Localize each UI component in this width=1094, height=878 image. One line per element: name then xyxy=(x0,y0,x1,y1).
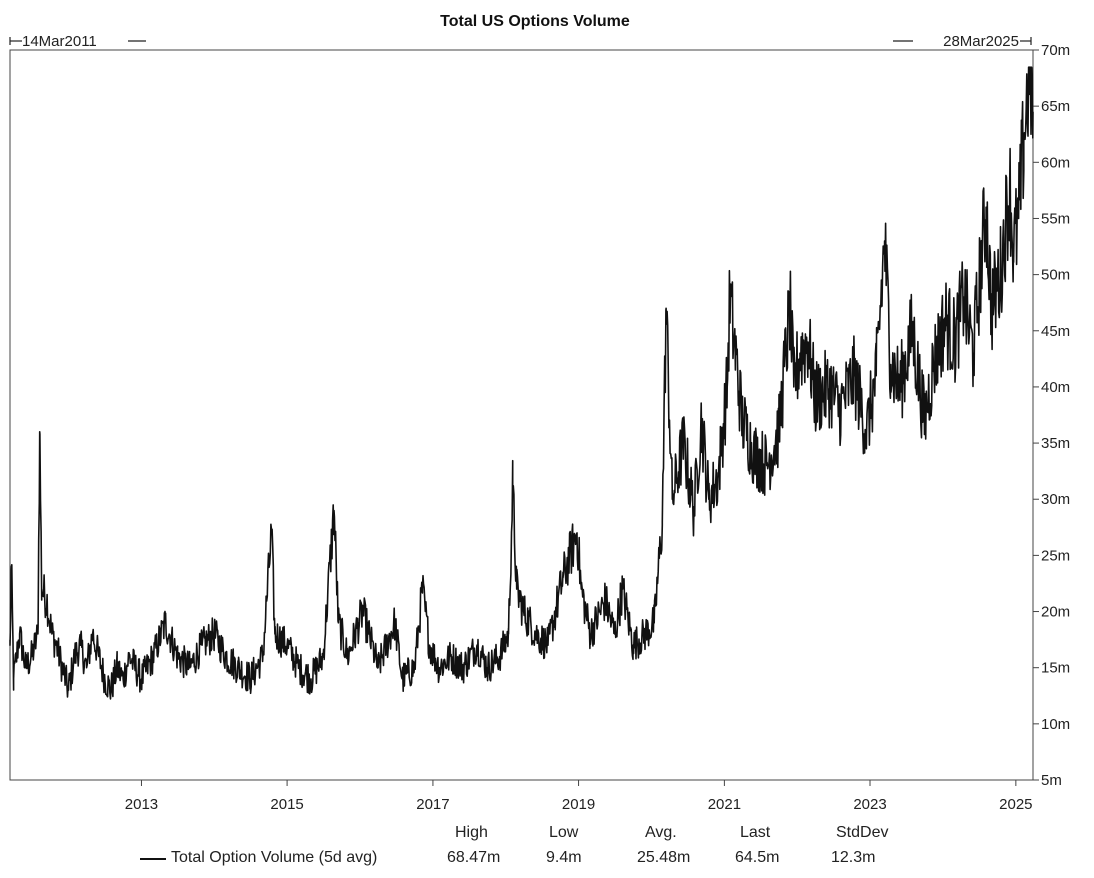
stat-value-avg: 25.48m xyxy=(637,849,691,866)
x-tick-label: 2025 xyxy=(999,796,1032,813)
x-tick-label: 2023 xyxy=(853,796,886,813)
y-tick-label: 30m xyxy=(1041,491,1070,508)
y-tick-label: 20m xyxy=(1041,604,1070,621)
y-tick-label: 25m xyxy=(1041,547,1070,564)
chart: Total US Options Volume 14Mar2011 28Mar2… xyxy=(9,13,1070,813)
x-tick-label: 2015 xyxy=(270,796,303,813)
x-tick-label: 2021 xyxy=(708,796,741,813)
legend-swatch xyxy=(140,858,166,860)
x-tick-label: 2019 xyxy=(562,796,595,813)
y-tick-label: 35m xyxy=(1041,435,1070,452)
x-axis: 2013 2015 2017 2019 2021 2023 2025 xyxy=(125,780,1033,813)
stat-header-avg: Avg. xyxy=(645,824,677,841)
stat-value-last: 64.5m xyxy=(735,849,780,866)
stat-header-stddev: StdDev xyxy=(836,824,889,841)
y-axis: 5m 10m 15m 20m 25m 30m 35m 40m 45m 50m 55m 60m 65m 70… xyxy=(1033,42,1070,789)
stat-header-last: Last xyxy=(740,824,771,841)
y-tick-label: 10m xyxy=(1041,716,1070,733)
stat-value-high: 68.47m xyxy=(447,849,501,866)
start-date-marker: 14Mar2011 xyxy=(9,33,146,50)
y-tick-label: 55m xyxy=(1041,210,1070,227)
y-tick-label: 45m xyxy=(1041,323,1070,340)
plot-frame xyxy=(9,49,1034,781)
y-tick-label: 15m xyxy=(1041,660,1070,677)
start-date-label: 14Mar2011 xyxy=(22,33,97,50)
end-date-marker: 28Mar2025 xyxy=(893,33,1032,50)
stat-value-stddev: 12.3m xyxy=(831,849,876,866)
y-tick-label: 50m xyxy=(1041,267,1070,284)
legend-label: Total Option Volume (5d avg) xyxy=(171,849,378,866)
x-tick-label: 2017 xyxy=(416,796,449,813)
y-tick-label: 40m xyxy=(1041,379,1070,396)
x-tick-label: 2013 xyxy=(125,796,158,813)
stat-value-low: 9.4m xyxy=(546,849,582,866)
stat-header-high: High xyxy=(455,824,488,841)
series-layer xyxy=(9,66,1034,700)
y-tick-label: 65m xyxy=(1041,98,1070,115)
end-date-label: 28Mar2025 xyxy=(943,33,1019,50)
y-tick-label: 70m xyxy=(1041,42,1070,59)
y-tick-label: 5m xyxy=(1041,772,1062,789)
series-line xyxy=(9,66,1034,700)
stats-panel: High Low Avg. Last StdDev Total Option V… xyxy=(0,820,1094,878)
stat-header-low: Low xyxy=(549,824,579,841)
chart-title: Total US Options Volume xyxy=(440,13,630,30)
y-tick-label: 60m xyxy=(1041,154,1070,171)
